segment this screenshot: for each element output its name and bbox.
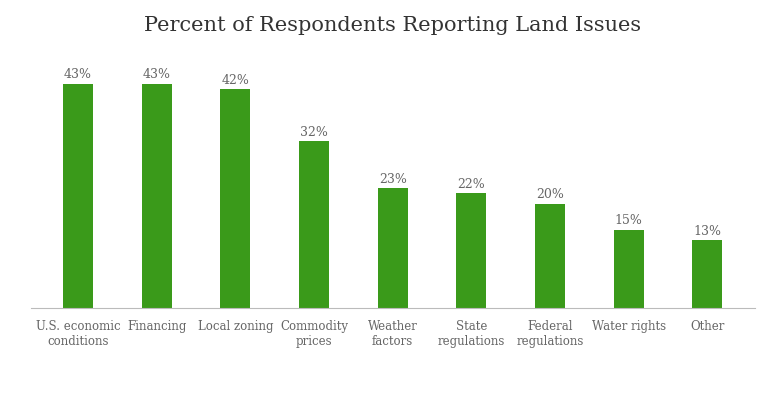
Bar — [692, 240, 722, 308]
Bar — [614, 230, 644, 308]
Text: 32%: 32% — [300, 126, 328, 139]
Text: 22%: 22% — [457, 178, 485, 191]
Text: 23%: 23% — [379, 173, 407, 186]
Bar — [378, 188, 407, 308]
Text: 43%: 43% — [64, 68, 92, 81]
Text: 42%: 42% — [222, 73, 249, 87]
Text: 43%: 43% — [142, 68, 171, 81]
Text: 13%: 13% — [694, 225, 721, 238]
Text: 20%: 20% — [536, 188, 564, 201]
Bar — [457, 194, 487, 308]
Text: 15%: 15% — [614, 214, 643, 227]
Bar — [142, 84, 172, 308]
Title: Percent of Respondents Reporting Land Issues: Percent of Respondents Reporting Land Is… — [144, 16, 641, 35]
Bar — [535, 204, 565, 308]
Bar — [299, 141, 329, 308]
Bar — [63, 84, 93, 308]
Bar — [220, 89, 250, 308]
